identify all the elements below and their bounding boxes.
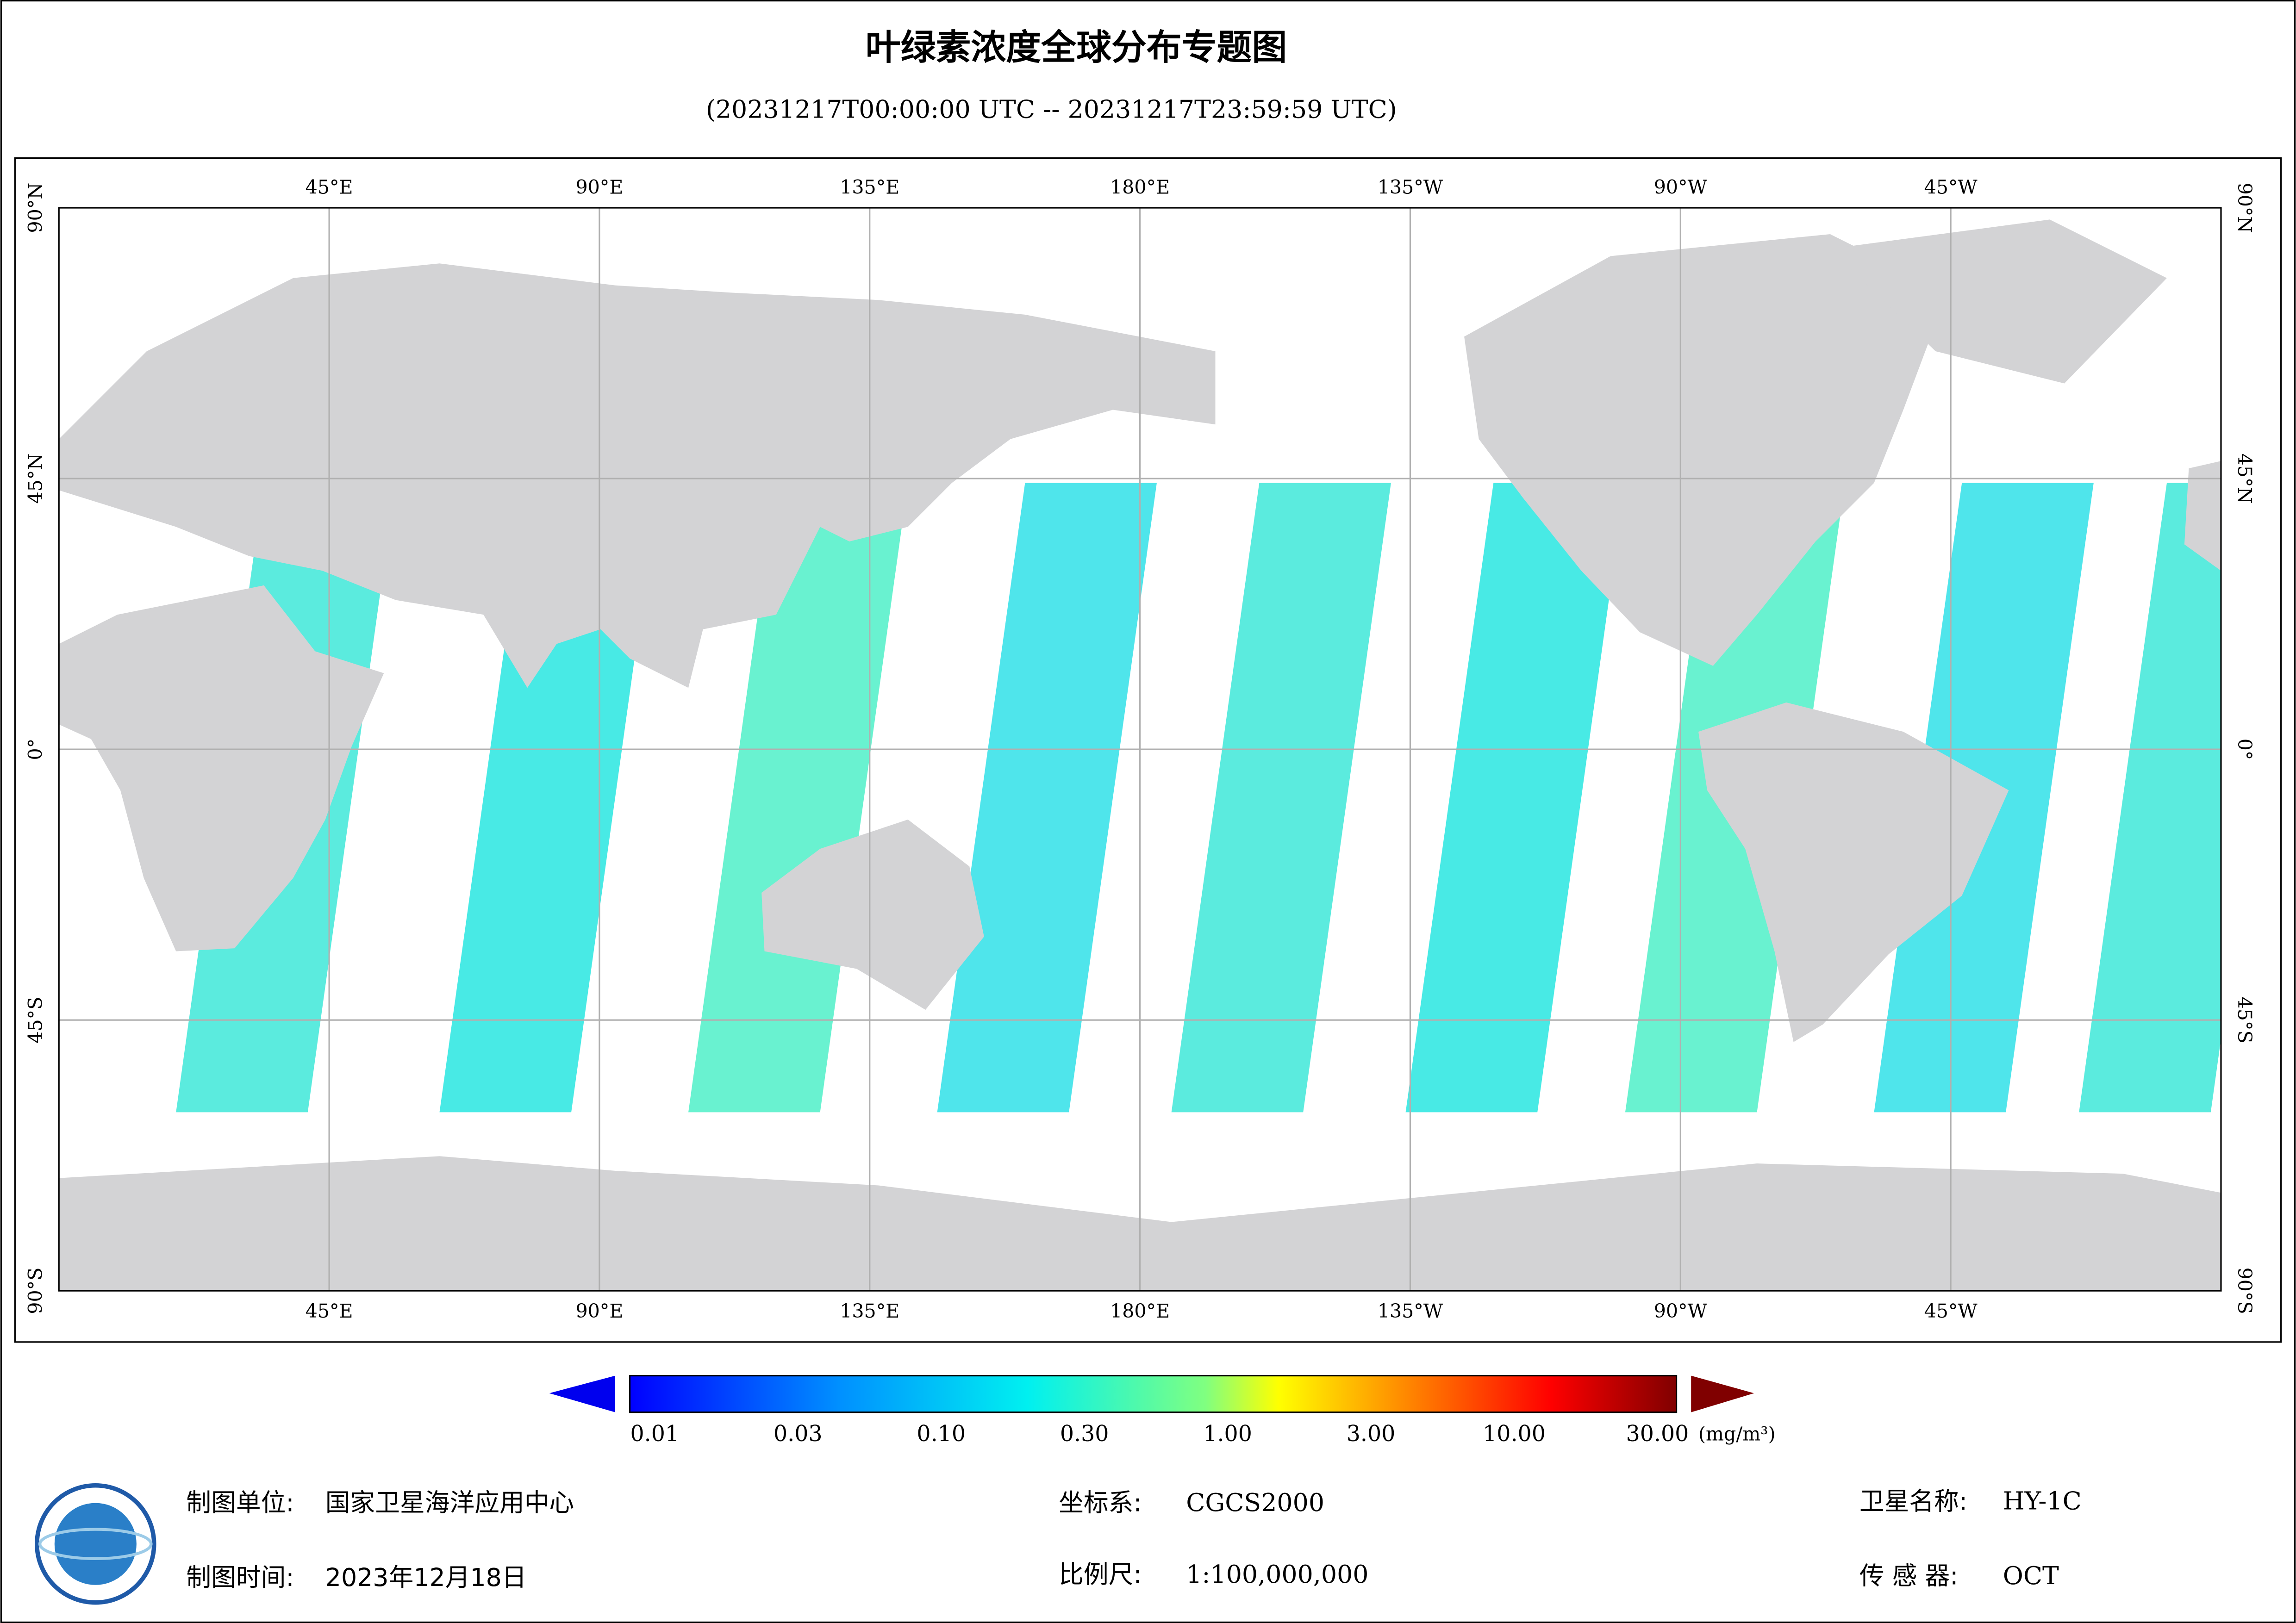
lon-label-bottom: 45°W <box>1924 1300 1978 1322</box>
map-border <box>58 207 2222 1292</box>
lat-label-right: 90°N <box>2234 183 2256 233</box>
eurasia <box>59 263 1216 688</box>
lat-label-left: 90°N <box>24 183 46 233</box>
footer-value: HY-1C <box>2003 1486 2082 1516</box>
map-frame <box>14 157 2282 1343</box>
subtitle: (20231217T00:00:00 UTC -- 20231217T23:59… <box>706 94 1397 124</box>
lon-label-top: 90°W <box>1654 176 1708 198</box>
swath <box>439 483 659 1113</box>
swath <box>937 483 1157 1113</box>
colorbar-label: 3.00 <box>1347 1421 1396 1447</box>
lat-label-left: 45°N <box>24 454 46 504</box>
footer-value: 2023年12月18日 <box>325 1563 527 1592</box>
title: 叶绿素浓度全球分布专题图 <box>866 27 1287 68</box>
south-america <box>1698 702 2009 1042</box>
colorbar-label: 1.00 <box>1203 1421 1252 1447</box>
lon-label-bottom: 45°E <box>306 1300 353 1322</box>
lat-label-right: 90°S <box>2234 1268 2256 1314</box>
colorbar-over <box>1691 1375 1754 1412</box>
lon-label-bottom: 90°W <box>1654 1300 1708 1322</box>
footer-label: 卫星名称: <box>1859 1486 1967 1516</box>
footer-label: 制图时间: <box>186 1563 294 1592</box>
colorbar-label: 30.00 <box>1626 1421 1689 1447</box>
north-america <box>1464 234 1947 666</box>
footer-label: 比例尺: <box>1059 1560 1142 1589</box>
colorbar-label: 0.10 <box>917 1421 966 1447</box>
lat-label-right: 45°N <box>2234 454 2256 504</box>
lat-label-right: 45°S <box>2234 997 2256 1044</box>
footer-label: 传 感 器: <box>1859 1561 1959 1591</box>
map-area <box>59 208 2221 1291</box>
colorbar: 0.01 0.03 0.10 0.30 1.00 3.00 10.00 30.00 (mg/m… <box>549 1374 1776 1447</box>
swath <box>688 483 908 1113</box>
lon-label-top: 45°E <box>306 176 353 198</box>
lon-label-top: 90°E <box>575 176 623 198</box>
footer-value: CGCS2000 <box>1186 1488 1324 1517</box>
europe-west <box>2184 461 2221 571</box>
colorbar-ramp <box>629 1374 1678 1413</box>
africa <box>59 585 384 951</box>
lon-label-bottom: 135°W <box>1378 1300 1443 1322</box>
logo <box>35 1483 156 1605</box>
swath <box>1171 483 1391 1113</box>
lon-label-top: 135°W <box>1378 176 1443 198</box>
swath <box>1405 483 1625 1113</box>
footer-value: 国家卫星海洋应用中心 <box>325 1488 574 1517</box>
lat-label-left: 45°S <box>24 997 46 1044</box>
lon-label-bottom: 90°E <box>575 1300 623 1322</box>
lon-label-top: 180°E <box>1110 176 1170 198</box>
colorbar-label: 0.01 <box>630 1421 680 1447</box>
map-labels: 45°E 45°E 90°E 90°E 135°E 135°E 180°E 180°E 135°… <box>24 176 2256 1322</box>
footer-value: 1:100,000,000 <box>1186 1560 1368 1589</box>
colorbar-label: 0.03 <box>774 1421 823 1447</box>
lon-label-top: 135°E <box>840 176 899 198</box>
footer-label: 制图单位: <box>186 1488 294 1517</box>
lon-label-top: 45°W <box>1924 176 1978 198</box>
colorbar-label: 0.30 <box>1060 1421 1109 1447</box>
chlorophyll-swaths <box>176 483 2221 1113</box>
lon-label-bottom: 180°E <box>1110 1300 1170 1322</box>
lat-label-right: 0° <box>2234 739 2256 760</box>
lat-label-left: 90°S <box>24 1268 46 1314</box>
greenland <box>1830 219 2167 384</box>
footer-label: 坐标系: <box>1059 1488 1142 1517</box>
colorbar-label: 10.00 <box>1483 1421 1546 1447</box>
lon-label-bottom: 135°E <box>840 1300 899 1322</box>
footer-value: OCT <box>2003 1561 2059 1590</box>
australia <box>761 819 984 1010</box>
colorbar-under <box>549 1375 615 1412</box>
graticule <box>59 208 2221 1291</box>
lat-label-left: 0° <box>24 739 46 760</box>
swath <box>2079 483 2221 1113</box>
colorbar-unit: (mg/m³) <box>1698 1423 1776 1445</box>
